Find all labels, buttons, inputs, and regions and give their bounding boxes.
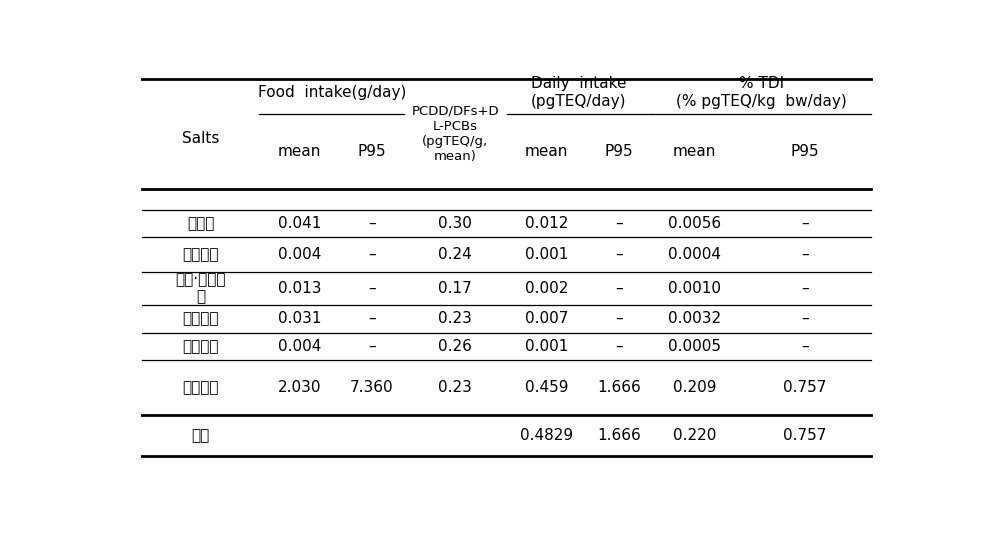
Text: 0.220: 0.220	[673, 428, 716, 443]
Text: 2.030: 2.030	[278, 380, 321, 395]
Text: P95: P95	[604, 144, 633, 159]
Text: 0.0056: 0.0056	[668, 216, 721, 231]
Text: mean: mean	[525, 144, 568, 159]
Text: P95: P95	[357, 144, 386, 159]
Text: 0.26: 0.26	[439, 339, 472, 354]
Text: –: –	[368, 281, 376, 296]
Text: 0.002: 0.002	[525, 281, 568, 296]
Text: –: –	[801, 281, 808, 296]
Text: 0.0010: 0.0010	[668, 281, 721, 296]
Text: 0.23: 0.23	[439, 311, 472, 326]
Text: 재제소금: 재제소금	[182, 247, 219, 262]
Text: 0.24: 0.24	[439, 247, 472, 262]
Text: 0.012: 0.012	[525, 216, 568, 231]
Text: 0.004: 0.004	[278, 339, 321, 354]
Text: –: –	[801, 247, 808, 262]
Text: –: –	[368, 247, 376, 262]
Text: 가공소금: 가공소금	[182, 380, 219, 395]
Text: –: –	[368, 216, 376, 231]
Text: 0.23: 0.23	[439, 380, 472, 395]
Text: –: –	[801, 216, 808, 231]
Text: Salts: Salts	[181, 131, 219, 146]
Text: 0.4829: 0.4829	[520, 428, 573, 443]
Text: Food  intake(g/day): Food intake(g/day)	[258, 85, 406, 100]
Text: 0.004: 0.004	[278, 247, 321, 262]
Text: 0.0032: 0.0032	[668, 311, 721, 326]
Text: –: –	[615, 216, 623, 231]
Text: 기타소금: 기타소금	[182, 339, 219, 354]
Text: mean: mean	[278, 144, 321, 159]
Text: 천일염: 천일염	[186, 216, 214, 231]
Text: 0.30: 0.30	[439, 216, 472, 231]
Text: –: –	[801, 339, 808, 354]
Text: P95: P95	[791, 144, 819, 159]
Text: % TDI
(% pgTEQ/kg  bw/day): % TDI (% pgTEQ/kg bw/day)	[676, 76, 847, 109]
Text: 총계: 총계	[191, 428, 210, 443]
Text: mean: mean	[673, 144, 716, 159]
Text: 정제소금: 정제소금	[182, 311, 219, 326]
Text: 태움·용융소
금: 태움·용융소 금	[176, 272, 226, 305]
Text: 0.001: 0.001	[525, 247, 568, 262]
Text: –: –	[615, 311, 623, 326]
Text: 7.360: 7.360	[350, 380, 393, 395]
Text: 0.0004: 0.0004	[668, 247, 721, 262]
Text: –: –	[615, 281, 623, 296]
Text: 1.666: 1.666	[596, 428, 641, 443]
Text: 0.007: 0.007	[525, 311, 568, 326]
Text: 0.17: 0.17	[439, 281, 472, 296]
Text: –: –	[801, 311, 808, 326]
Text: 0.013: 0.013	[278, 281, 321, 296]
Text: Daily  intake
(pgTEQ/day): Daily intake (pgTEQ/day)	[531, 76, 627, 109]
Text: PCDD/DFs+D
L-PCBs
(pgTEQ/g,
mean): PCDD/DFs+D L-PCBs (pgTEQ/g, mean)	[411, 105, 499, 163]
Text: 0.209: 0.209	[673, 380, 716, 395]
Text: –: –	[368, 311, 376, 326]
Text: 0.001: 0.001	[525, 339, 568, 354]
Text: –: –	[368, 339, 376, 354]
Text: 1.666: 1.666	[596, 380, 641, 395]
Text: 0.459: 0.459	[525, 380, 568, 395]
Text: –: –	[615, 339, 623, 354]
Text: –: –	[615, 247, 623, 262]
Text: 0.041: 0.041	[278, 216, 321, 231]
Text: 0.757: 0.757	[783, 380, 827, 395]
Text: 0.0005: 0.0005	[668, 339, 721, 354]
Text: 0.031: 0.031	[278, 311, 321, 326]
Text: 0.757: 0.757	[783, 428, 827, 443]
